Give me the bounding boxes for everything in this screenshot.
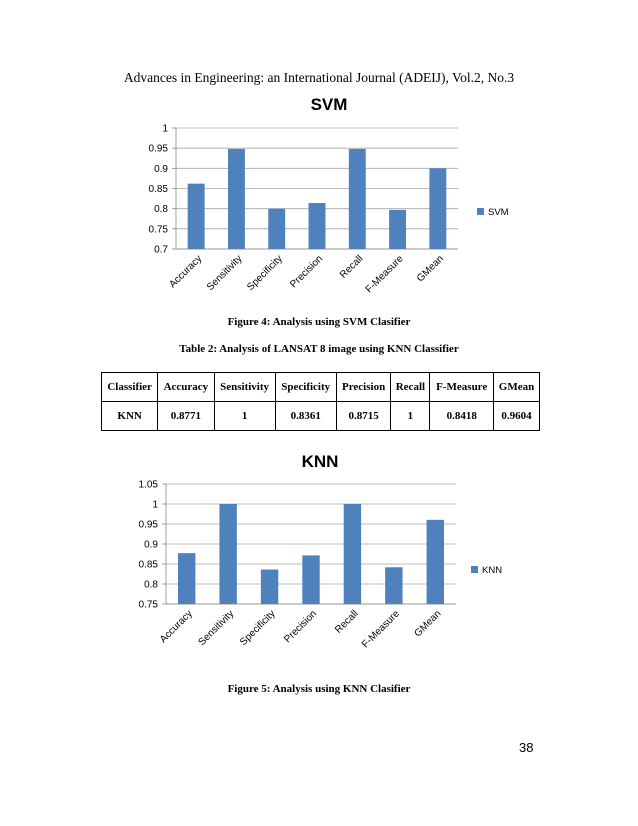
y-tick-label: 0.75: [139, 600, 159, 611]
bar: [302, 555, 320, 604]
bar: [219, 504, 237, 604]
bar: [308, 203, 326, 249]
table-row: KNN 0.8771 1 0.8361 0.8715 1 0.8418 0.96…: [100, 401, 540, 431]
bar: [178, 553, 196, 604]
table-2-caption: Table 2: Analysis of LANSAT 8 image usin…: [179, 343, 459, 355]
y-tick-label: 0.75: [149, 224, 169, 235]
bar: [385, 567, 403, 604]
legend-label: SVM: [488, 207, 509, 218]
table-header-row: Classifier Accuracy Sensitivity Specific…: [100, 372, 540, 402]
table-header-cell: Specificity: [274, 372, 337, 402]
bar: [187, 183, 205, 249]
legend-swatch: [471, 566, 478, 573]
bar: [268, 208, 286, 249]
table-cell: 0.9604: [493, 401, 540, 431]
table-cell: KNN: [100, 401, 159, 431]
y-tick-label: 1: [152, 500, 158, 511]
x-tick-label: F-Measure: [360, 608, 402, 650]
table-cell: 0.8715: [335, 401, 392, 431]
legend-label: KNN: [482, 565, 502, 576]
x-tick-label: Precision: [282, 608, 319, 645]
table-header-cell: Recall: [390, 372, 431, 402]
chart-title: KNN: [302, 452, 339, 471]
chart-title: SVM: [311, 95, 348, 114]
table-cell: 0.8771: [157, 401, 215, 431]
y-tick-label: 0.8: [154, 204, 168, 215]
bar: [343, 504, 362, 604]
bar: [227, 148, 245, 249]
y-tick-label: 1: [162, 124, 168, 135]
results-table: Classifier Accuracy Sensitivity Specific…: [100, 372, 540, 431]
x-tick-label: GMean: [412, 608, 443, 639]
x-tick-label: Accuracy: [158, 608, 195, 645]
bar: [348, 148, 366, 249]
x-tick-label: Recall: [333, 608, 360, 635]
bar: [426, 519, 444, 604]
y-tick-label: 0.9: [154, 164, 168, 175]
table-header-cell: Accuracy: [157, 372, 215, 402]
legend-swatch: [477, 208, 484, 215]
table-cell: 0.8418: [429, 401, 495, 431]
bar: [260, 569, 279, 604]
table-header-cell: GMean: [493, 372, 540, 402]
bar: [389, 209, 407, 249]
table-cell: 1: [390, 401, 431, 431]
x-tick-label: Sensitivity: [197, 608, 237, 648]
y-tick-label: 0.85: [149, 184, 169, 195]
y-tick-label: 0.85: [139, 560, 159, 571]
table-cell: 0.8361: [274, 401, 337, 431]
y-tick-label: 1.05: [139, 480, 159, 491]
bar: [429, 168, 447, 249]
x-tick-label: Specificity: [238, 608, 278, 648]
y-tick-label: 0.9: [144, 540, 158, 551]
table-header-cell: Classifier: [100, 372, 159, 402]
y-tick-label: 0.95: [139, 520, 159, 531]
figure-4-caption: Figure 4: Analysis using SVM Clasifier: [227, 316, 411, 328]
running-header: Advances in Engineering: an Internationa…: [123, 70, 515, 85]
y-tick-label: 0.7: [154, 245, 168, 256]
y-tick-label: 0.95: [149, 144, 169, 155]
figure-5-caption: Figure 5: Analysis using KNN Clasifier: [227, 683, 411, 695]
page-number: 38: [519, 740, 534, 755]
y-tick-label: 0.8: [144, 580, 158, 591]
table-cell: 1: [213, 401, 276, 431]
